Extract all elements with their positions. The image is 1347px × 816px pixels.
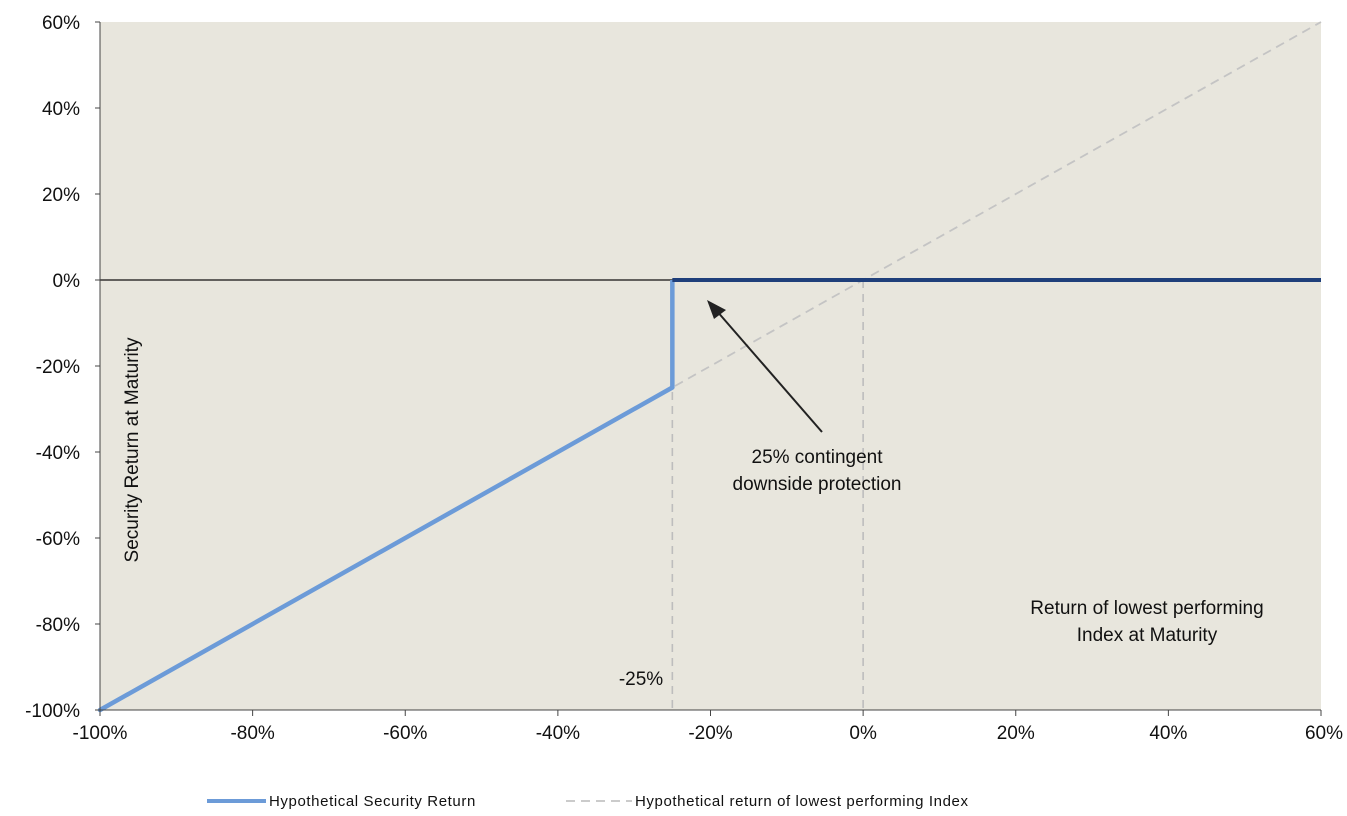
legend: Hypothetical Security Return Hypothetica… bbox=[207, 793, 969, 810]
y-tick-label: -80% bbox=[36, 615, 80, 636]
protection-label-line2: downside protection bbox=[733, 474, 902, 495]
x-axis-label-line2: Index at Maturity bbox=[1077, 625, 1218, 646]
y-tick-label: -40% bbox=[36, 443, 80, 464]
x-tick-label: -40% bbox=[536, 723, 580, 744]
x-tick-label: 60% bbox=[1305, 723, 1343, 744]
legend-label-security-return: Hypothetical Security Return bbox=[269, 793, 476, 810]
x-tick-label: 20% bbox=[997, 723, 1035, 744]
protection-label-line1: 25% contingent bbox=[752, 447, 884, 468]
y-axis-label: Security Return at Maturity bbox=[122, 337, 143, 562]
x-axis-label-line1: Return of lowest performing bbox=[1030, 598, 1263, 619]
x-tick-label: -20% bbox=[688, 723, 732, 744]
x-tick-label: 0% bbox=[849, 723, 877, 744]
x-axis-ticks: -100% -80% -60% -40% -20% 0% 20% 40% 60% bbox=[73, 709, 1343, 744]
y-tick-label: 60% bbox=[42, 13, 80, 34]
x-tick-label: -80% bbox=[230, 723, 274, 744]
protection-arrow bbox=[707, 300, 823, 433]
x-tick-label: 40% bbox=[1149, 723, 1187, 744]
y-axis-ticks: -100% -80% -60% -40% -20% 0% 20% 40% 60% bbox=[25, 13, 101, 722]
legend-label-index-return: Hypothetical return of lowest performing… bbox=[635, 793, 969, 810]
y-tick-label: 20% bbox=[42, 185, 80, 206]
y-tick-label: -60% bbox=[36, 529, 80, 550]
y-tick-label: -100% bbox=[25, 701, 80, 722]
barrier-label: -25% bbox=[619, 669, 663, 690]
y-tick-label: 0% bbox=[53, 271, 81, 292]
y-tick-label: 40% bbox=[42, 99, 80, 120]
x-tick-label: -100% bbox=[73, 723, 128, 744]
series-layer bbox=[97, 21, 1322, 713]
y-tick-label: -20% bbox=[36, 357, 80, 378]
x-tick-label: -60% bbox=[383, 723, 427, 744]
series-security-return-slope bbox=[97, 385, 675, 713]
